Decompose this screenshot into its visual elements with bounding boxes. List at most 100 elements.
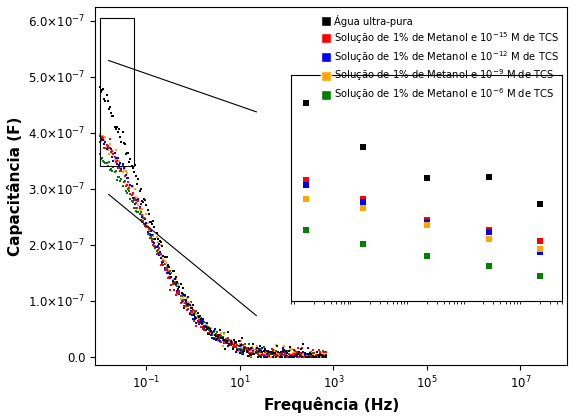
- Point: [156, 249, 165, 256]
- Point: [121, 187, 130, 194]
- Point: [100, 144, 109, 151]
- Point: [184, 306, 193, 313]
- Point: [284, 353, 293, 360]
- Point: [204, 325, 214, 331]
- Point: [119, 164, 128, 171]
- Point: [309, 350, 318, 357]
- Point: [117, 165, 126, 172]
- Point: [179, 291, 188, 298]
- Point: [101, 134, 110, 140]
- Point: [136, 201, 145, 207]
- Point: [298, 345, 307, 352]
- Point: [265, 349, 274, 355]
- Point: [188, 310, 197, 317]
- Point: [275, 349, 284, 356]
- Point: [277, 350, 286, 357]
- Point: [243, 345, 252, 352]
- Point: [311, 353, 320, 360]
- Point: [98, 155, 107, 162]
- Point: [265, 349, 274, 356]
- Point: [263, 353, 273, 360]
- Point: [101, 160, 110, 166]
- Point: [125, 184, 134, 191]
- Point: [265, 353, 274, 360]
- Point: [175, 283, 184, 289]
- Point: [142, 202, 151, 209]
- Point: [199, 317, 208, 324]
- Point: [300, 350, 309, 357]
- Point: [285, 352, 294, 359]
- Point: [157, 255, 166, 262]
- Point: [308, 353, 317, 360]
- Point: [292, 351, 301, 357]
- Point: [285, 353, 294, 360]
- Point: [276, 353, 285, 360]
- Point: [104, 105, 114, 112]
- Point: [436, 236, 445, 243]
- Point: [283, 353, 292, 360]
- Point: [122, 181, 131, 188]
- Point: [262, 351, 272, 357]
- Point: [317, 351, 326, 358]
- Point: [160, 260, 169, 267]
- Point: [131, 199, 141, 206]
- Point: [153, 242, 162, 249]
- Point: [311, 353, 320, 360]
- Point: [126, 181, 135, 188]
- Point: [297, 350, 306, 357]
- Point: [107, 166, 116, 173]
- Point: [154, 240, 164, 247]
- Point: [293, 345, 302, 352]
- Point: [169, 286, 179, 293]
- Point: [296, 353, 305, 360]
- Point: [176, 281, 185, 287]
- Point: [160, 264, 169, 271]
- Point: [212, 337, 222, 344]
- Point: [436, 233, 445, 240]
- Point: [304, 350, 313, 357]
- Point: [151, 244, 160, 251]
- Point: [184, 294, 193, 300]
- Point: [154, 252, 164, 258]
- Point: [274, 352, 283, 359]
- Point: [222, 338, 231, 344]
- Point: [139, 215, 149, 222]
- Point: [207, 324, 216, 331]
- Point: [184, 299, 193, 305]
- Point: [318, 353, 327, 360]
- Point: [196, 317, 205, 323]
- Point: [242, 349, 251, 356]
- Point: [153, 249, 162, 256]
- Point: [128, 199, 137, 206]
- Point: [321, 351, 331, 358]
- Point: [384, 253, 393, 260]
- Point: [300, 352, 309, 359]
- Point: [185, 301, 194, 308]
- Point: [223, 338, 232, 345]
- Point: [225, 340, 234, 346]
- Point: [321, 352, 331, 358]
- Point: [250, 351, 259, 358]
- Point: [184, 300, 193, 307]
- Point: [316, 353, 325, 360]
- Point: [115, 160, 125, 167]
- Point: [169, 280, 179, 286]
- Point: [320, 353, 329, 360]
- Point: [304, 345, 313, 352]
- Point: [208, 334, 217, 341]
- Point: [319, 351, 328, 358]
- Point: [127, 183, 136, 189]
- Point: [207, 328, 216, 334]
- Point: [146, 219, 156, 226]
- Point: [120, 164, 129, 171]
- Point: [231, 344, 240, 350]
- Point: [102, 144, 111, 150]
- Point: [96, 137, 106, 144]
- Point: [289, 352, 298, 358]
- Point: [146, 228, 156, 234]
- Point: [195, 319, 204, 326]
- Point: [161, 260, 170, 266]
- Point: [118, 169, 127, 176]
- Point: [253, 345, 262, 352]
- Point: [259, 344, 268, 350]
